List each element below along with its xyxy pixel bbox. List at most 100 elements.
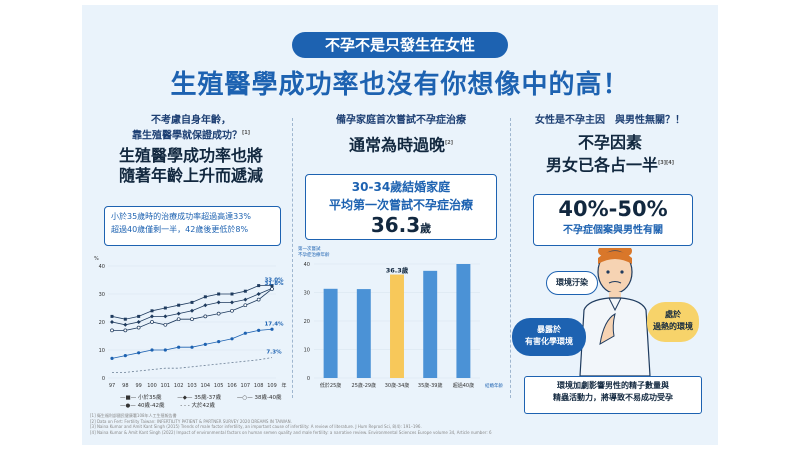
bar-chart-ytick: 0 [307,376,310,382]
line-point-3 [256,297,261,302]
bar-chart-xtick: 25歲-29歲 [352,382,377,389]
legend-item-4: —●— 40歲-42歲 [120,403,165,409]
line-point-4 [217,340,221,344]
line-point-3 [123,328,128,333]
line-point-1 [203,295,207,299]
line-point-4 [257,328,261,332]
reference-3: [3] Naina Kumar and Amit Kant Singh (201… [90,424,422,429]
reference-1: [1] 衛生福利部國民健康署108年人工生殖報告書 [90,413,177,418]
bar-chart-ylabel-2: 不孕症治療年齡 [298,251,330,258]
line-chart-xtick: 104 [201,383,211,389]
bubble-heat: 處於 過熱的環境 [647,302,699,342]
line-point-4 [137,351,141,355]
line-point-1 [137,314,141,318]
line-chart-xtick: 100 [147,383,157,389]
line-point-3 [150,320,154,324]
bubble-chem-line2: 有害化學環境 [525,337,573,346]
line-chart-data-label: 33.0% [264,278,284,284]
line-series-4 [111,328,273,359]
line-point-3 [136,325,141,330]
line-chart-xtick: 103 [187,383,197,389]
headline: 生殖醫學成功率也沒有你想像中的高！ [170,70,630,100]
bar-chart-xtick: 超過40歲 [453,382,474,389]
bar-chart-ytick: 10 [304,348,310,354]
line-point-4 [203,342,207,346]
col3-caption-box: 環境加劇影響男性的精子數量與 精蟲活動力，將導致不易成功受孕 [524,376,702,414]
col1-big-title: 生殖醫學成功率也將 隨著年齡上升而遞減 [96,146,286,186]
bar-chart-xtick: 35歲-39歲 [418,382,443,389]
legend-label-2: 35歲-37歲 [194,395,222,401]
line-point-1 [257,284,261,288]
column-timing: 備孕家庭首次嘗試不孕症治療 通常為時過晚[2] [302,114,500,155]
legend-item-5: - - - 大於42歲 [180,403,215,409]
line-chart-svg: % 0 10 20 30 40 97 98 99 100 101 102 103 104 105 106 107… [94,256,287,389]
legend-item-2: —◆— 35歲-37歲 [177,395,222,401]
col1-box-line1: 小於35歲時的治療成功率超過高達33% [111,212,251,221]
col3-big-title: 不孕因素 男女已各占一半[3][4] [520,133,700,175]
man-neck [609,292,621,300]
line-point-1 [190,300,194,304]
line-point-1 [123,317,127,321]
col1-box-line2: 超過40歲僅剩一半，42歲後更低於8% [111,225,249,234]
line-chart-ylabel: % [94,256,99,262]
man-mouth [608,281,622,284]
bar-1 [323,288,338,378]
line-point-2 [216,300,221,305]
col3-small-title: 女性是不孕主因 與男性無關？！ [535,115,685,126]
col2-box-value-row: 36.3歲 [306,213,496,237]
line-point-3 [230,308,234,313]
bar-3 [390,274,404,378]
line-chart-xtick: 99 [135,383,141,389]
man-collar [608,297,622,312]
legend-label-1: 小於35歲 [137,395,162,401]
line-point-1 [150,309,154,313]
bar-5 [456,264,471,378]
line-point-3 [216,311,221,316]
line-point-2 [163,314,168,319]
col2-box-unit: 歲 [420,222,432,235]
bubble-chem-line1: 暴露於 [537,325,561,334]
line-chart-ytick: 0 [102,376,105,382]
legend-item-1: —■— 小於35歲 [120,395,162,401]
header-pill: 不孕不是只發生在女性 [292,32,508,58]
line-point-4 [123,354,127,358]
column-male: 女性是不孕主因 與男性無關？！ 不孕因素 男女已各占一半[3][4] [520,114,700,175]
line-point-4 [190,345,194,349]
line-point-4 [177,345,181,349]
line-chart-ytick: 40 [99,264,105,270]
line-point-2 [203,303,208,308]
col1-big-title-line2: 隨著年齡上升而遞減 [118,166,263,186]
col3-big-title-line1: 不孕因素 [577,133,642,152]
line-chart-xtick: 101 [161,383,171,389]
col1-highlight-box: 小於35歲時的治療成功率超過高達33% 超過40歲僅剩一半，42歲後更低於8% [104,206,281,246]
bar-4 [423,270,438,378]
line-point-2 [243,297,248,302]
line-point-4 [270,327,274,331]
line-point-1 [230,292,234,296]
col3-footnote-ref: [3][4] [657,160,675,166]
line-point-3 [110,328,114,333]
line-chart: % 0 10 20 30 40 97 98 99 100 101 102 103 104 105 106 107… [92,252,290,397]
col2-big-title-text: 通常為時過晚 [348,135,445,155]
bubble-pollution: 環境汙染 [546,271,598,295]
reference-2: [2] Data on Fert: Fertility Taiwan: INFE… [90,418,292,424]
bar-chart-ylabel-1: 第一次嘗試 [298,245,321,252]
line-point-2 [110,320,114,324]
man-hands [599,313,616,345]
line-chart-xtick: 98 [122,383,128,389]
col3-big-title-line2: 男女已各占一半 [545,155,658,175]
col1-small-title-line1: 不考慮自身年齡， [151,115,231,126]
bar-chart-xtick: 低於25歲 [320,382,341,389]
legend-label-3: 38歲-40歲 [254,395,282,401]
divider-right [510,118,511,398]
man-eye-right [620,270,624,274]
col3-caption-line1: 環境加劇影響男性的精子數量與 [557,381,669,390]
divider-left [292,118,293,398]
line-point-3 [190,317,194,322]
line-point-1 [217,292,221,296]
line-point-1 [163,306,167,310]
col3-box-value: 40%-50% [558,197,668,221]
column-age: 不考慮自身年齡， 靠生殖醫學就保證成功？[1] 生殖醫學成功率也將 隨著年齡上升… [96,114,286,186]
col3-caption-line2: 精蟲活動力，將導致不易成功受孕 [553,393,673,402]
